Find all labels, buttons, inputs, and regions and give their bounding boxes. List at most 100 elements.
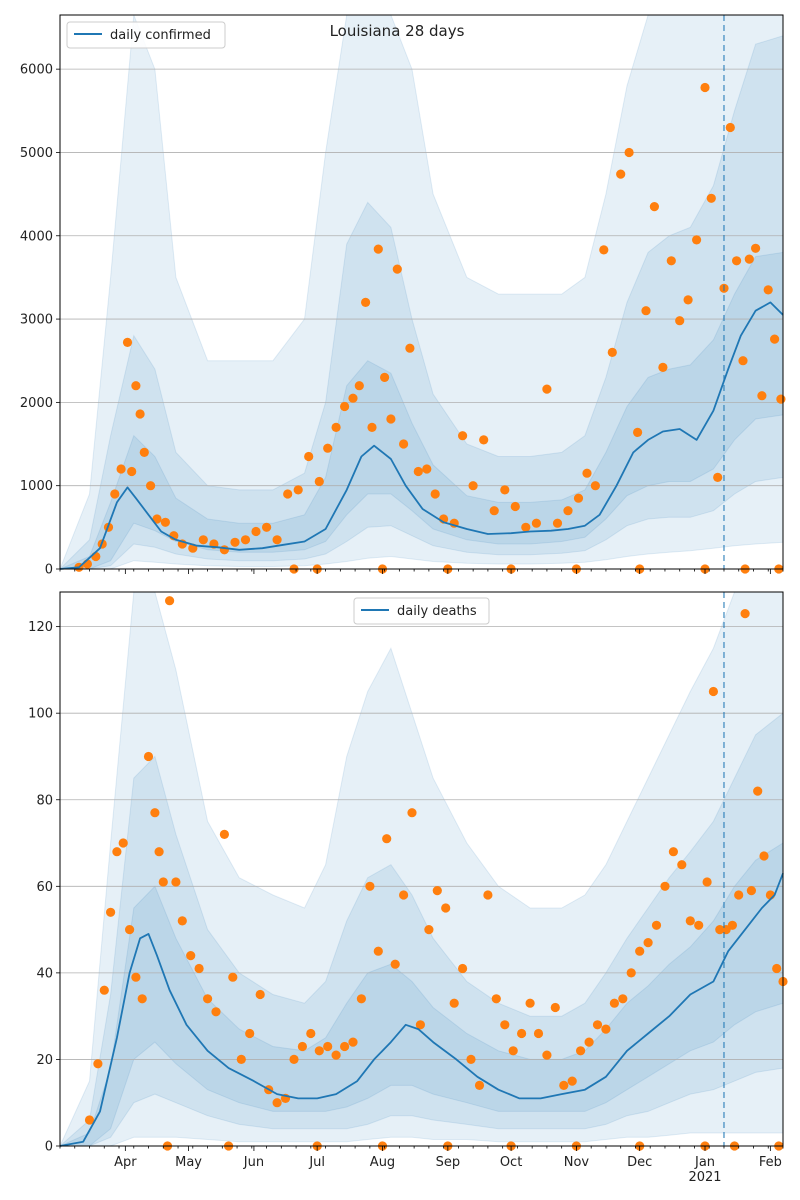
observed-point xyxy=(776,394,786,404)
deaths-x-axis: Apr May Jun Jul Aug Sep Oct Nov Dec Jan Feb xyxy=(59,1146,784,1170)
observed-point xyxy=(186,951,196,961)
x-tick-label: May xyxy=(175,1155,202,1170)
x-tick-label: Jan xyxy=(694,1155,715,1170)
observed-point xyxy=(734,890,744,900)
observed-point xyxy=(240,535,251,545)
observed-point xyxy=(297,1041,307,1052)
observed-point xyxy=(152,514,162,524)
observed-point xyxy=(84,1115,95,1125)
chart-title: Louisiana 28 days xyxy=(330,22,465,40)
observed-point xyxy=(407,808,417,818)
observed-point xyxy=(626,968,636,978)
observed-point xyxy=(283,489,293,499)
observed-point xyxy=(725,122,735,133)
observed-point xyxy=(373,946,383,956)
observed-point xyxy=(150,808,160,818)
observed-point xyxy=(131,972,141,982)
confirmed-panel: 0 1000 2000 3000 4000 5000 6000 daily confirme… xyxy=(20,14,786,578)
observed-point xyxy=(700,82,710,93)
observed-point xyxy=(624,147,634,158)
observed-point xyxy=(633,427,643,437)
confirmed-legend-box xyxy=(66,21,226,49)
observed-point xyxy=(525,998,535,1008)
observed-point xyxy=(405,343,415,353)
observed-point xyxy=(616,169,626,179)
x-tick-label: Feb xyxy=(759,1155,782,1170)
observed-point xyxy=(386,414,396,424)
observed-point xyxy=(211,1007,221,1017)
observed-point xyxy=(542,1050,552,1060)
deaths-legend: daily deaths xyxy=(353,597,490,625)
observed-point xyxy=(230,537,240,547)
observed-point xyxy=(489,506,499,516)
observed-point xyxy=(160,517,170,527)
observed-point xyxy=(390,959,400,969)
observed-point xyxy=(373,244,383,254)
y-tick-label: 6000 xyxy=(20,63,53,78)
observed-point xyxy=(118,838,128,848)
observed-point xyxy=(314,476,324,487)
observed-point xyxy=(106,907,116,917)
observed-point xyxy=(323,443,333,453)
x-tick-label: Jun xyxy=(243,1155,264,1170)
observed-point xyxy=(165,596,175,606)
observed-point xyxy=(675,316,685,326)
observed-point xyxy=(293,485,303,495)
observed-point xyxy=(458,431,468,441)
observed-point xyxy=(483,890,493,900)
observed-point xyxy=(399,439,409,449)
observed-point xyxy=(125,925,135,935)
observed-point xyxy=(314,1046,324,1056)
y-tick-label: 0 xyxy=(45,1140,53,1155)
observed-point xyxy=(430,489,440,499)
observed-point xyxy=(692,235,702,245)
observed-point xyxy=(415,1020,425,1030)
observed-point xyxy=(660,881,670,891)
x-tick-label: Dec xyxy=(627,1155,652,1170)
observed-point xyxy=(135,409,145,419)
x-tick-label: Jul xyxy=(308,1155,325,1170)
observed-point xyxy=(479,435,489,445)
deaths-legend-box xyxy=(353,597,490,625)
observed-point xyxy=(599,245,609,255)
x-tick-label: Sep xyxy=(436,1155,461,1170)
observed-point xyxy=(474,1080,485,1090)
deaths-panel: 0 20 40 60 80 100 120 Apr May Jun Jul Aug Sep Oct Nov… xyxy=(28,591,788,1185)
y-tick-label: 120 xyxy=(28,620,53,635)
y-tick-label: 2000 xyxy=(20,396,53,411)
observed-point xyxy=(649,202,660,212)
observed-point xyxy=(601,1024,611,1034)
observed-point xyxy=(552,518,563,528)
observed-point xyxy=(685,916,695,926)
observed-point xyxy=(592,1020,603,1030)
observed-point xyxy=(658,362,668,372)
y-tick-label: 40 xyxy=(36,966,53,981)
deaths-series-line xyxy=(59,872,784,1147)
observed-point xyxy=(727,920,738,930)
observed-point xyxy=(146,481,156,491)
observed-point xyxy=(643,938,653,948)
observed-point xyxy=(91,551,101,562)
observed-point xyxy=(228,972,238,982)
observed-point xyxy=(590,481,601,491)
observed-point xyxy=(770,334,780,344)
observed-point xyxy=(531,518,542,528)
observed-point xyxy=(361,297,371,307)
observed-point xyxy=(732,256,742,266)
observed-point xyxy=(744,254,754,264)
observed-point xyxy=(219,829,229,840)
deaths-legend-label: daily deaths xyxy=(397,604,477,619)
observed-point xyxy=(198,535,208,545)
observed-point xyxy=(500,1020,510,1030)
x-tick-label: Nov xyxy=(564,1155,590,1170)
observed-point xyxy=(491,994,501,1004)
confirmed-grid xyxy=(60,68,783,487)
observed-point xyxy=(508,1046,518,1056)
observed-point xyxy=(550,1002,560,1013)
observed-point xyxy=(399,890,409,900)
observed-point xyxy=(367,422,377,432)
observed-point xyxy=(413,466,423,477)
observed-point xyxy=(432,886,442,896)
observed-point xyxy=(668,847,679,857)
